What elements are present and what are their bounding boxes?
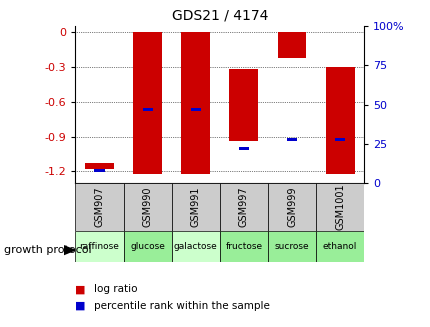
Text: fructose: fructose (225, 242, 262, 250)
FancyBboxPatch shape (267, 183, 315, 231)
Text: glucose: glucose (130, 242, 165, 250)
FancyBboxPatch shape (219, 231, 267, 262)
FancyBboxPatch shape (315, 231, 363, 262)
Polygon shape (64, 246, 74, 255)
FancyBboxPatch shape (219, 183, 267, 231)
FancyBboxPatch shape (267, 231, 315, 262)
Text: raffinose: raffinose (80, 242, 119, 250)
Text: GSM1001: GSM1001 (335, 183, 344, 230)
FancyBboxPatch shape (75, 183, 123, 231)
Bar (334, 138, 344, 141)
Bar (94, 169, 104, 172)
Text: GSM997: GSM997 (238, 186, 248, 227)
Bar (238, 147, 249, 150)
FancyBboxPatch shape (123, 183, 171, 231)
Bar (142, 108, 152, 111)
FancyBboxPatch shape (75, 231, 123, 262)
Text: growth protocol: growth protocol (4, 245, 92, 255)
Text: GSM907: GSM907 (94, 186, 104, 227)
Bar (190, 108, 200, 111)
Text: ■: ■ (75, 284, 86, 294)
Bar (286, 138, 296, 141)
Text: GSM990: GSM990 (142, 187, 152, 227)
Bar (181, 32, 210, 174)
FancyBboxPatch shape (171, 183, 219, 231)
Bar (325, 67, 354, 174)
Text: GSM991: GSM991 (190, 187, 200, 227)
Text: ethanol: ethanol (322, 242, 356, 250)
Text: ■: ■ (75, 301, 86, 311)
FancyBboxPatch shape (171, 231, 219, 262)
Text: sucrose: sucrose (274, 242, 309, 250)
Bar (133, 32, 162, 174)
Bar (229, 69, 258, 141)
Bar (85, 164, 114, 169)
Bar (277, 32, 306, 58)
FancyBboxPatch shape (315, 183, 363, 231)
FancyBboxPatch shape (123, 231, 171, 262)
Text: galactose: galactose (173, 242, 217, 250)
Text: log ratio: log ratio (93, 284, 137, 294)
Text: percentile rank within the sample: percentile rank within the sample (93, 301, 269, 311)
Text: GSM999: GSM999 (286, 187, 296, 227)
Title: GDS21 / 4174: GDS21 / 4174 (171, 8, 267, 22)
